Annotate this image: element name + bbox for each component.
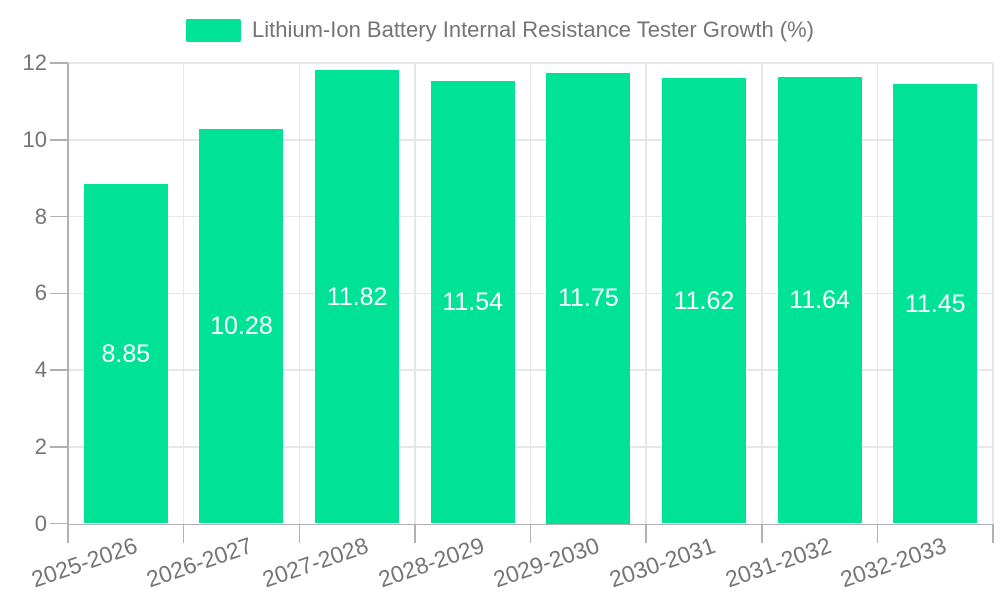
x-tick-mark xyxy=(414,523,416,543)
bar[interactable]: 10.28 xyxy=(199,129,284,524)
x-tick-mark xyxy=(67,523,69,543)
y-tick-label: 8 xyxy=(34,203,47,229)
bar-value-label: 8.85 xyxy=(101,339,151,368)
legend-series-label: Lithium-Ion Battery Internal Resistance … xyxy=(251,17,815,42)
gridline-vertical xyxy=(761,63,763,524)
x-tick-label: 2028-2029 xyxy=(374,532,488,593)
bar[interactable]: 11.62 xyxy=(661,77,746,524)
bar-value-label: 11.54 xyxy=(442,288,504,317)
y-axis-line xyxy=(67,63,69,525)
bar[interactable]: 11.64 xyxy=(777,76,862,524)
y-tick-mark xyxy=(50,139,68,141)
gridline-vertical xyxy=(876,63,879,524)
x-tick-mark xyxy=(182,523,185,543)
bar[interactable]: 11.45 xyxy=(893,84,978,524)
x-tick-mark xyxy=(529,523,532,543)
y-tick-mark xyxy=(50,62,68,64)
x-tick-label: 2026-2027 xyxy=(143,532,256,593)
bar[interactable]: 8.85 xyxy=(83,183,168,524)
x-tick-mark xyxy=(992,523,994,543)
bar[interactable]: 11.82 xyxy=(315,69,400,524)
x-tick-mark xyxy=(761,523,763,543)
y-tick-label: 2 xyxy=(34,433,47,459)
x-tick-label: 2029-2030 xyxy=(490,532,603,593)
bar-value-label: 11.62 xyxy=(673,286,735,315)
gridline-vertical xyxy=(992,63,994,524)
x-tick-label: 2027-2028 xyxy=(259,532,372,593)
y-tick-mark xyxy=(50,522,68,525)
gridline-vertical xyxy=(645,63,647,524)
y-tick-label: 4 xyxy=(34,357,47,382)
x-tick-mark xyxy=(645,523,647,543)
x-tick-label: 2031-2032 xyxy=(721,532,835,593)
bar-value-label: 11.45 xyxy=(904,289,966,318)
gridline-vertical xyxy=(182,63,185,524)
gridline-vertical xyxy=(414,63,416,524)
x-tick-label: 2025-2026 xyxy=(27,532,141,593)
gridline-vertical xyxy=(298,63,300,524)
bar[interactable]: 11.54 xyxy=(430,80,515,524)
chart-legend[interactable]: Lithium-Ion Battery Internal Resistance … xyxy=(0,17,1000,43)
x-tick-mark xyxy=(876,523,879,543)
bar-value-label: 11.82 xyxy=(326,282,388,311)
legend-marker-swatch xyxy=(185,18,241,42)
bar-value-label: 11.64 xyxy=(789,286,850,315)
y-tick-mark xyxy=(50,446,68,448)
y-tick-label: 10 xyxy=(22,126,47,152)
y-tick-mark xyxy=(50,215,68,218)
x-tick-mark xyxy=(298,523,300,543)
x-tick-label: 2032-2033 xyxy=(837,532,950,593)
y-tick-mark xyxy=(50,369,68,371)
gridline-vertical xyxy=(529,63,532,524)
bar[interactable]: 11.75 xyxy=(546,72,631,524)
y-tick-label: 12 xyxy=(22,50,47,75)
x-tick-label: 2030-2031 xyxy=(605,532,719,593)
bar-value-label: 11.75 xyxy=(557,284,619,313)
y-tick-label: 0 xyxy=(34,510,47,536)
y-tick-label: 6 xyxy=(34,280,47,306)
y-tick-mark xyxy=(50,292,68,294)
bar-value-label: 10.28 xyxy=(210,312,273,341)
